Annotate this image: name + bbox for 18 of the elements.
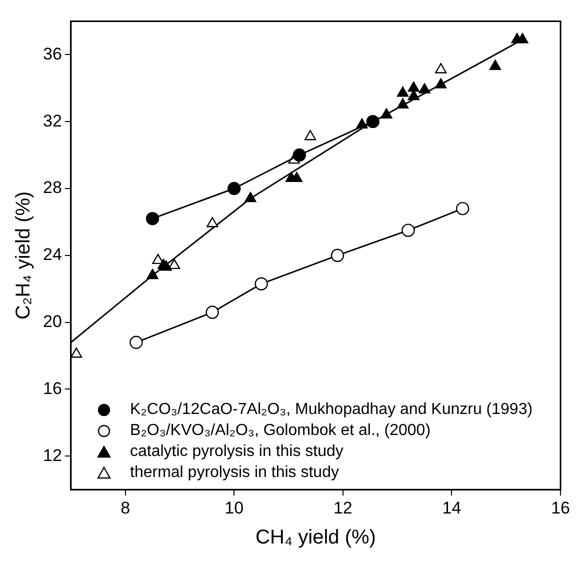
y-tick-label: 28 [42, 178, 62, 198]
x-tick-label: 16 [551, 498, 570, 518]
legend-label: catalytic pyrolysis in this study [130, 443, 344, 461]
y-tick-label: 24 [42, 245, 62, 264]
x-axis-title: CH₄ yield (%) [256, 526, 376, 549]
x-tick-label: 8 [120, 498, 130, 518]
x-tick-label: 14 [442, 498, 462, 518]
x-tick-label: 10 [224, 498, 244, 518]
y-tick-label: 12 [42, 446, 62, 465]
legend-label: thermal pyrolysis in this study [130, 464, 339, 482]
legend-label: B₂O₃/KVO₃/Al₂O₃, Golombok et al., (2000) [130, 422, 431, 440]
x-tick-label: 12 [333, 498, 352, 518]
y-tick-label: 36 [42, 44, 62, 64]
y-tick-label: 32 [42, 111, 62, 130]
y-tick-label: 20 [42, 312, 62, 331]
y-tick-label: 16 [42, 378, 62, 398]
legend-label: K₂CO₃/12CaO-7Al₂O₃, Mukhopadhay and Kunzru (1993) [130, 401, 533, 419]
y-axis-title: C₂H₄ yield (%) [12, 191, 35, 320]
